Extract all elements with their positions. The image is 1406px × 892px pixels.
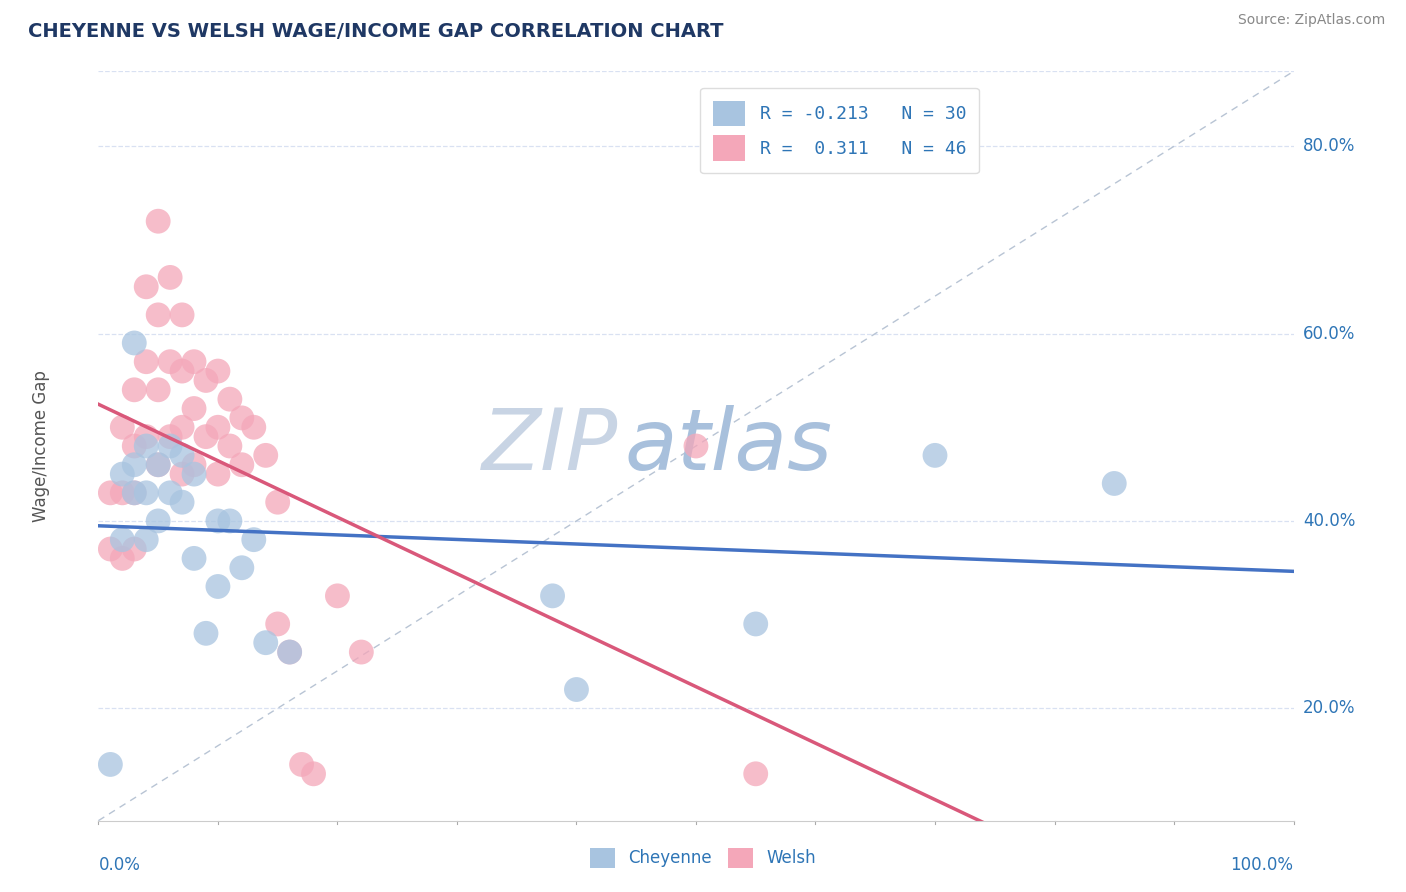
Text: CHEYENNE VS WELSH WAGE/INCOME GAP CORRELATION CHART: CHEYENNE VS WELSH WAGE/INCOME GAP CORREL… xyxy=(28,22,724,41)
Point xyxy=(267,617,290,632)
Point xyxy=(172,495,194,509)
Text: ZIP: ZIP xyxy=(482,404,619,488)
Point xyxy=(254,449,277,463)
Point xyxy=(172,420,194,434)
Point xyxy=(350,645,373,659)
Point xyxy=(231,561,253,575)
Point xyxy=(183,401,205,416)
Point xyxy=(98,486,122,500)
Point xyxy=(148,458,170,472)
Point xyxy=(219,514,242,528)
Point xyxy=(278,645,301,659)
Point xyxy=(278,645,301,659)
Point xyxy=(159,270,181,285)
Point xyxy=(172,308,194,322)
Point xyxy=(159,439,181,453)
Point xyxy=(924,449,946,463)
Point xyxy=(183,355,205,369)
Point xyxy=(541,589,564,603)
Point xyxy=(172,364,194,378)
Legend: R = -0.213   N = 30, R =  0.311   N = 46: R = -0.213 N = 30, R = 0.311 N = 46 xyxy=(700,88,979,173)
Point xyxy=(111,420,134,434)
Point xyxy=(219,439,242,453)
Point xyxy=(207,420,229,434)
Point xyxy=(183,467,205,482)
Point xyxy=(565,682,588,697)
Point xyxy=(159,430,181,444)
Text: 20.0%: 20.0% xyxy=(1303,699,1355,717)
Point xyxy=(135,355,157,369)
Text: Source: ZipAtlas.com: Source: ZipAtlas.com xyxy=(1237,13,1385,28)
Point xyxy=(243,533,266,547)
Point xyxy=(195,374,218,388)
Point xyxy=(1104,476,1126,491)
Point xyxy=(124,439,146,453)
Point xyxy=(98,757,122,772)
Point xyxy=(243,420,266,434)
Point xyxy=(195,430,218,444)
Text: 0.0%: 0.0% xyxy=(98,856,141,874)
Point xyxy=(111,467,134,482)
Point xyxy=(207,580,229,594)
Point xyxy=(124,486,146,500)
Point xyxy=(148,308,170,322)
Point xyxy=(148,214,170,228)
Point xyxy=(111,533,134,547)
Point xyxy=(148,514,170,528)
Point xyxy=(111,551,134,566)
Point xyxy=(302,767,325,781)
Point xyxy=(685,439,707,453)
Point xyxy=(172,467,194,482)
Point xyxy=(231,458,253,472)
Point xyxy=(135,533,157,547)
Point xyxy=(124,383,146,397)
Text: 60.0%: 60.0% xyxy=(1303,325,1355,343)
Point xyxy=(124,458,146,472)
Point xyxy=(207,467,229,482)
Point xyxy=(291,757,314,772)
Point xyxy=(231,411,253,425)
Point xyxy=(267,495,290,509)
Point xyxy=(219,392,242,407)
Point xyxy=(98,542,122,557)
Text: 80.0%: 80.0% xyxy=(1303,137,1355,155)
Point xyxy=(172,449,194,463)
Text: 100.0%: 100.0% xyxy=(1230,856,1294,874)
Point xyxy=(195,626,218,640)
Point xyxy=(745,767,768,781)
Point xyxy=(124,542,146,557)
Point xyxy=(135,430,157,444)
Point xyxy=(326,589,349,603)
Point xyxy=(159,486,181,500)
Text: atlas: atlas xyxy=(624,404,832,488)
Point xyxy=(148,458,170,472)
Text: 40.0%: 40.0% xyxy=(1303,512,1355,530)
Legend: Cheyenne, Welsh: Cheyenne, Welsh xyxy=(583,841,823,875)
Point xyxy=(124,336,146,351)
Point xyxy=(148,383,170,397)
Point xyxy=(207,364,229,378)
Point xyxy=(183,458,205,472)
Point xyxy=(745,617,768,632)
Point xyxy=(135,439,157,453)
Point xyxy=(254,635,277,649)
Point xyxy=(135,486,157,500)
Point xyxy=(183,551,205,566)
Point xyxy=(135,280,157,294)
Point xyxy=(111,486,134,500)
Point xyxy=(159,355,181,369)
Point xyxy=(124,486,146,500)
Point xyxy=(207,514,229,528)
Text: Wage/Income Gap: Wage/Income Gap xyxy=(32,370,51,522)
